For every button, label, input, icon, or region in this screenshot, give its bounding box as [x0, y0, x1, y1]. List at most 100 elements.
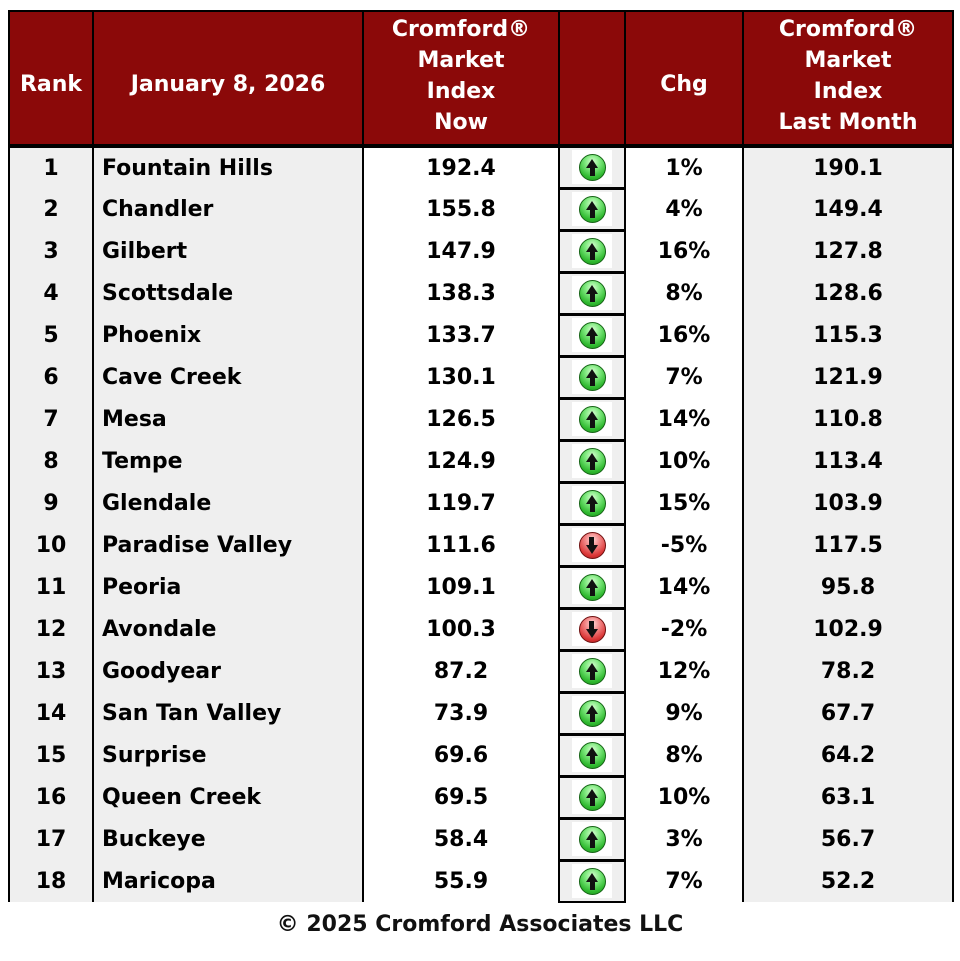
- table-row: 3 Gilbert 147.9 16% 127.8: [8, 228, 954, 274]
- index-last-month-cell: 102.9: [742, 608, 954, 650]
- chg-cell: 14%: [624, 566, 744, 608]
- arrow-cell: [558, 774, 626, 820]
- rank-cell: 5: [8, 314, 94, 356]
- city-cell: Avondale: [92, 608, 364, 650]
- index-last-month-cell: 127.8: [742, 230, 954, 272]
- chg-cell: 7%: [624, 860, 744, 902]
- table-row: 4 Scottsdale 138.3 8% 128.6: [8, 270, 954, 316]
- arrow-icon-box: [572, 360, 612, 394]
- city-cell: Maricopa: [92, 860, 364, 902]
- rank-cell: 3: [8, 230, 94, 272]
- arrow-cell: [558, 354, 626, 400]
- market-index-table: Rank January 8, 2026 Cromford® Market In…: [8, 10, 954, 903]
- up-arrow-icon: [578, 405, 606, 433]
- table-row: 2 Chandler 155.8 4% 149.4: [8, 186, 954, 232]
- index-last-month-cell: 117.5: [742, 524, 954, 566]
- rank-cell: 15: [8, 734, 94, 776]
- index-now-cell: 126.5: [362, 398, 560, 440]
- arrow-cell: [558, 858, 626, 903]
- table-row: 5 Phoenix 133.7 16% 115.3: [8, 312, 954, 358]
- col-header-index-last-month: Cromford® Market Index Last Month: [742, 10, 954, 148]
- chg-cell: 8%: [624, 734, 744, 776]
- table-row: 12 Avondale 100.3 -2% 102.9: [8, 606, 954, 652]
- col-header-index-now: Cromford® Market Index Now: [362, 10, 560, 148]
- index-last-month-cell: 113.4: [742, 440, 954, 482]
- rank-cell: 4: [8, 272, 94, 314]
- arrow-icon-box: [572, 276, 612, 310]
- table-row: 18 Maricopa 55.9 7% 52.2: [8, 858, 954, 903]
- city-cell: Phoenix: [92, 314, 364, 356]
- table-row: 6 Cave Creek 130.1 7% 121.9: [8, 354, 954, 400]
- chg-cell: 7%: [624, 356, 744, 398]
- arrow-cell: [558, 186, 626, 232]
- up-arrow-icon: [578, 237, 606, 265]
- table-row: 15 Surprise 69.6 8% 64.2: [8, 732, 954, 778]
- city-cell: Goodyear: [92, 650, 364, 692]
- index-last-month-cell: 110.8: [742, 398, 954, 440]
- city-cell: Cave Creek: [92, 356, 364, 398]
- city-cell: Paradise Valley: [92, 524, 364, 566]
- city-cell: Buckeye: [92, 818, 364, 860]
- index-now-cell: 55.9: [362, 860, 560, 902]
- index-last-month-cell: 190.1: [742, 146, 954, 188]
- rank-cell: 1: [8, 146, 94, 188]
- index-now-cell: 73.9: [362, 692, 560, 734]
- arrow-icon-box: [572, 318, 612, 352]
- arrow-icon-box: [572, 570, 612, 604]
- index-now-cell: 130.1: [362, 356, 560, 398]
- index-last-month-cell: 56.7: [742, 818, 954, 860]
- index-last-month-cell: 103.9: [742, 482, 954, 524]
- arrow-icon-box: [572, 738, 612, 772]
- col-header-rank: Rank: [8, 10, 94, 148]
- rank-cell: 14: [8, 692, 94, 734]
- rank-cell: 11: [8, 566, 94, 608]
- arrow-cell: [558, 690, 626, 736]
- rank-cell: 6: [8, 356, 94, 398]
- chg-cell: 3%: [624, 818, 744, 860]
- arrow-icon-box: [572, 528, 612, 562]
- index-last-month-cell: 95.8: [742, 566, 954, 608]
- chg-cell: 1%: [624, 146, 744, 188]
- table-header: Rank January 8, 2026 Cromford® Market In…: [8, 10, 954, 148]
- cromford-market-index-table: Rank January 8, 2026 Cromford® Market In…: [8, 10, 954, 903]
- rank-cell: 8: [8, 440, 94, 482]
- up-arrow-icon: [578, 279, 606, 307]
- rank-cell: 18: [8, 860, 94, 902]
- index-now-cell: 133.7: [362, 314, 560, 356]
- table-row: 8 Tempe 124.9 10% 113.4: [8, 438, 954, 484]
- table-body: 1 Fountain Hills 192.4 1% 190.1 2 Chandl…: [8, 144, 954, 903]
- table-row: 17 Buckeye 58.4 3% 56.7: [8, 816, 954, 862]
- arrow-icon-box: [572, 444, 612, 478]
- index-now-cell: 100.3: [362, 608, 560, 650]
- index-last-month-cell: 149.4: [742, 188, 954, 230]
- up-arrow-icon: [578, 153, 606, 181]
- index-last-month-cell: 78.2: [742, 650, 954, 692]
- up-arrow-icon: [578, 447, 606, 475]
- rank-cell: 7: [8, 398, 94, 440]
- up-arrow-icon: [578, 573, 606, 601]
- arrow-icon-box: [572, 822, 612, 856]
- chg-cell: 8%: [624, 272, 744, 314]
- city-cell: Mesa: [92, 398, 364, 440]
- arrow-icon-box: [572, 696, 612, 730]
- index-now-cell: 69.5: [362, 776, 560, 818]
- city-cell: Chandler: [92, 188, 364, 230]
- rank-cell: 16: [8, 776, 94, 818]
- city-cell: Glendale: [92, 482, 364, 524]
- index-now-cell: 155.8: [362, 188, 560, 230]
- up-arrow-icon: [578, 825, 606, 853]
- arrow-icon-box: [572, 780, 612, 814]
- chg-cell: 15%: [624, 482, 744, 524]
- copyright-footer: © 2025 Cromford Associates LLC: [276, 912, 684, 937]
- arrow-cell: [558, 270, 626, 316]
- arrow-icon-box: [572, 654, 612, 688]
- arrow-icon-box: [572, 150, 612, 185]
- table-row: 16 Queen Creek 69.5 10% 63.1: [8, 774, 954, 820]
- up-arrow-icon: [578, 783, 606, 811]
- rank-cell: 17: [8, 818, 94, 860]
- rank-cell: 9: [8, 482, 94, 524]
- table-row: 13 Goodyear 87.2 12% 78.2: [8, 648, 954, 694]
- arrow-cell: [558, 648, 626, 694]
- rank-cell: 13: [8, 650, 94, 692]
- arrow-icon-box: [572, 234, 612, 268]
